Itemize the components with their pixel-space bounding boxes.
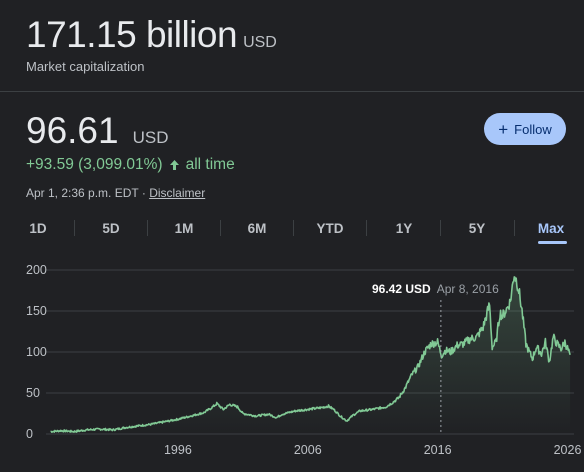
price-change: +93.59 (3,099.01%) all time: [26, 156, 235, 174]
market-cap: 171.15 billion USD: [26, 14, 277, 56]
tab-separator: [74, 220, 75, 236]
market-cap-label: Market capitalization: [26, 59, 145, 74]
market-cap-unit: USD: [243, 34, 277, 51]
y-tick-label: 0: [26, 427, 33, 441]
chart-tooltip: 96.42 USD Apr 8, 2016: [363, 278, 501, 300]
tab-separator: [440, 220, 441, 236]
tab-5y[interactable]: 5Y: [468, 220, 486, 236]
market-cap-value: 171.15 billion: [26, 14, 238, 55]
plus-icon: +: [498, 119, 509, 139]
tab-6m[interactable]: 6M: [247, 220, 267, 236]
tab-separator: [366, 220, 367, 236]
y-tick-label: 50: [26, 386, 40, 400]
tab-1m[interactable]: 1M: [174, 220, 194, 236]
follow-button[interactable]: + Follow: [484, 113, 566, 145]
x-tick-label: 2016: [424, 443, 452, 457]
tooltip-value: 96.42 USD: [372, 282, 431, 296]
timestamp: Apr 1, 2:36 p.m. EDT: [26, 186, 139, 200]
x-tick-label: 2006: [294, 443, 322, 457]
tab-1d[interactable]: 1D: [29, 220, 47, 236]
tooltip-date: Apr 8, 2016: [436, 282, 499, 296]
tab-1y[interactable]: 1Y: [395, 220, 413, 236]
y-tick-label: 200: [26, 263, 47, 277]
price-area: [50, 276, 571, 434]
range-tabs: 1D 5D 1M 6M YTD 1Y 5Y Max: [0, 213, 584, 245]
price-chart[interactable]: 0 50 100 150 200 1996 2006 2016 2026: [0, 252, 584, 472]
change-text: +93.59 (3,099.01%): [26, 156, 163, 173]
y-tick-label: 150: [26, 304, 47, 318]
price-line: [50, 276, 571, 433]
x-tick-label: 1996: [164, 443, 192, 457]
meta-line: Apr 1, 2:36 p.m. EDT · Disclaimer: [26, 186, 205, 200]
price-unit: USD: [132, 128, 169, 147]
follow-label: Follow: [514, 121, 552, 137]
tab-separator: [220, 220, 221, 236]
price: 96.61 USD: [26, 110, 169, 152]
disclaimer-link[interactable]: Disclaimer: [149, 186, 206, 200]
tab-max[interactable]: Max: [537, 220, 565, 236]
section-divider: [0, 91, 584, 92]
arrow-up-icon: [169, 160, 179, 170]
tab-separator: [514, 220, 515, 236]
x-tick-label: 2026: [554, 443, 582, 457]
change-period: all time: [185, 156, 235, 173]
tab-ytd[interactable]: YTD: [316, 220, 344, 236]
y-tick-label: 100: [26, 345, 47, 359]
meta-separator: ·: [141, 186, 146, 200]
tab-separator: [293, 220, 294, 236]
tab-5d[interactable]: 5D: [102, 220, 120, 236]
price-value: 96.61: [26, 110, 119, 151]
active-tab-indicator: [538, 241, 567, 244]
tab-separator: [147, 220, 148, 236]
